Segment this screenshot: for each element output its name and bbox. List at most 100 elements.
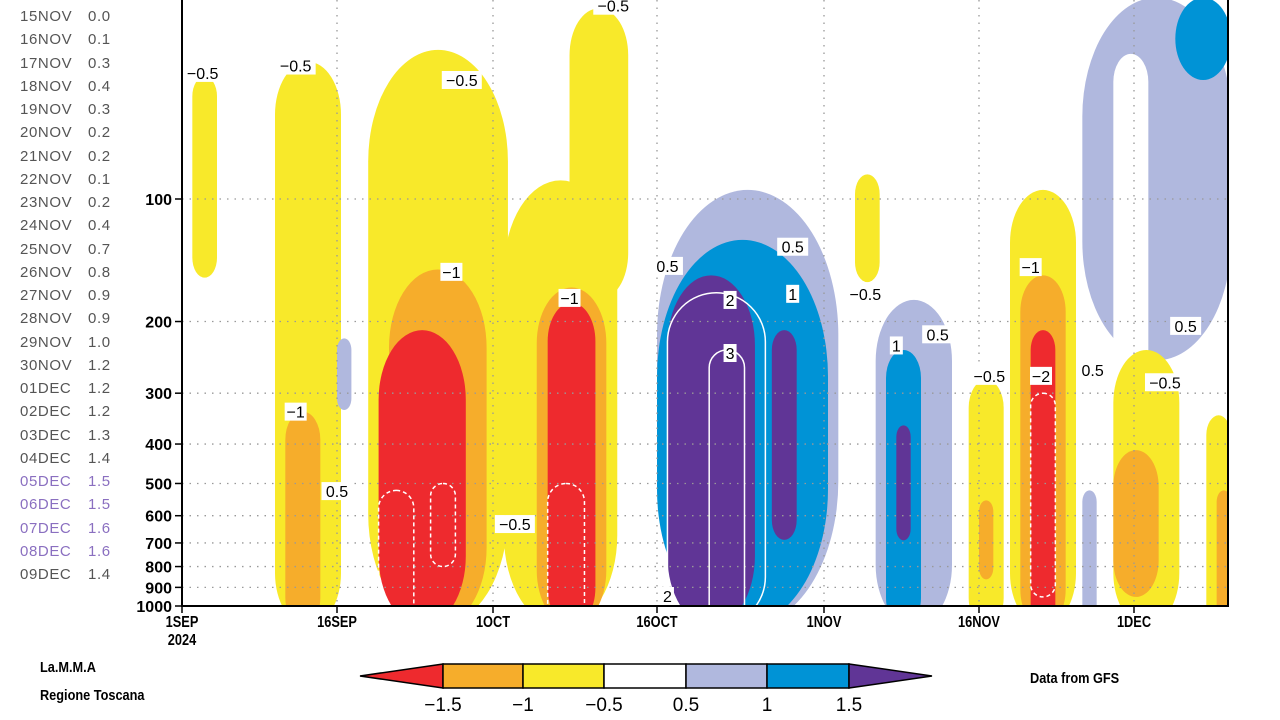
- list-item-value: 0.4: [88, 217, 111, 235]
- contour-label: 1: [892, 338, 901, 355]
- colorbar-segment: [685, 663, 768, 689]
- list-item-date: 04DEC: [20, 449, 72, 467]
- list-item: 22NOV 0.1: [20, 168, 111, 191]
- list-item-date: 28NOV: [20, 310, 73, 328]
- list-item-date: 24NOV: [20, 217, 73, 235]
- list-item-date: 07DEC: [20, 519, 72, 537]
- contour-label-bg: [1019, 258, 1042, 277]
- colorbar-segment: [522, 663, 605, 689]
- contour-label-bg: [440, 262, 463, 281]
- contour-region: [547, 302, 596, 606]
- list-item: 05DEC 1.5: [20, 470, 111, 493]
- contour-region: [771, 330, 797, 540]
- colorbar-label: 1: [762, 695, 773, 716]
- list-item-value: 1.6: [88, 542, 111, 560]
- contour-line: [1029, 392, 1057, 598]
- list-item-value: 1.4: [88, 566, 111, 583]
- list-item-value: 1.2: [88, 403, 111, 421]
- list-item-date: 03DEC: [20, 426, 72, 444]
- list-item-value: 0.2: [88, 147, 111, 165]
- list-item-value: 1.2: [88, 380, 111, 397]
- contour-label: 0.5: [656, 259, 678, 276]
- contour-label: −1: [560, 291, 578, 308]
- list-item: 18NOV 0.4: [20, 75, 111, 98]
- contour-label: 0.5: [326, 484, 348, 501]
- list-item-date: 08DEC: [20, 542, 72, 560]
- contour-label: 0.5: [782, 240, 804, 257]
- contour-label-bg: [889, 336, 903, 355]
- list-item-date: 30NOV: [20, 356, 73, 374]
- colorbar: −1.5 −1 −0.5 0.5 1 1.5: [359, 663, 933, 716]
- list-item: 06DEC 1.5: [20, 493, 111, 516]
- contour-label: 2: [726, 293, 735, 310]
- colorbar-label: 0.5: [673, 695, 699, 716]
- list-item-date: 16NOV: [20, 31, 73, 49]
- colorbar-label: −1.5: [424, 695, 462, 716]
- list-item: 25NOV 0.7: [20, 238, 111, 261]
- contour-label-bg: [651, 256, 683, 275]
- contour-label-bg: [777, 237, 809, 256]
- list-item-value: 1.3: [88, 426, 111, 444]
- colorbar-segment: [848, 663, 933, 689]
- list-item-value: 1.2: [88, 356, 111, 374]
- contour-region: [1113, 450, 1159, 597]
- contour-region: [569, 8, 629, 300]
- contour-label: −0.5: [974, 369, 1006, 386]
- contour-lines: [377, 292, 1057, 606]
- list-item-date: 17NOV: [20, 54, 73, 72]
- contour-label: −0.5: [446, 73, 478, 90]
- list-item-value: 1.5: [88, 473, 111, 490]
- contour-region: [1113, 53, 1149, 445]
- list-item-date: 06DEC: [20, 496, 72, 514]
- list-item-date: 18NOV: [20, 77, 73, 95]
- contour-label-bg: [660, 587, 674, 606]
- list-item-date: 27NOV: [20, 287, 73, 304]
- contour-label-bg: [441, 70, 482, 89]
- list-item: 16NOV 0.1: [20, 28, 111, 51]
- colorbar-segment: [766, 663, 850, 689]
- list-item: 27NOV 0.9: [20, 284, 111, 307]
- list-item-date: 21NOV: [20, 147, 73, 165]
- contour-region: [1175, 0, 1228, 80]
- list-item: 23NOV 0.2: [20, 191, 111, 214]
- contour-label-bg: [969, 366, 1010, 385]
- contour-label-bg: [786, 284, 800, 303]
- list-item: 21NOV 0.2: [20, 145, 111, 168]
- contour-label: 2: [663, 589, 672, 606]
- org-region: Regione Toscana: [40, 686, 145, 703]
- contour-label: 0.5: [927, 327, 949, 344]
- list-item: 28NOV 0.9: [20, 307, 111, 330]
- contour-label-bg: [1030, 366, 1052, 385]
- list-item-value: 0.1: [88, 31, 111, 49]
- contour-region: [192, 76, 217, 278]
- x-tick-label: 1OCT: [476, 614, 510, 632]
- contour-label: −1: [287, 405, 305, 422]
- contour-label: −1: [1022, 260, 1040, 277]
- y-tick-label: 900: [145, 580, 172, 597]
- list-item: 17NOV 0.3: [20, 52, 111, 75]
- colorbar-label: 1.5: [836, 695, 862, 716]
- y-tick-label: 600: [145, 509, 172, 526]
- org-name: La.M.M.A: [40, 658, 96, 675]
- list-item-value: 0.0: [88, 8, 111, 25]
- colorbar-segment: [442, 663, 524, 689]
- list-item-value: 0.1: [88, 170, 111, 188]
- colorbar-label: −0.5: [585, 695, 623, 716]
- contour-label-bg: [558, 288, 581, 307]
- list-item-value: 0.9: [88, 287, 111, 304]
- list-item-date: 22NOV: [20, 170, 73, 188]
- contour-region: [1216, 490, 1228, 606]
- list-item: 19NOV 0.3: [20, 98, 111, 121]
- list-item-date: 09DEC: [20, 566, 72, 583]
- list-item-value: 0.2: [88, 194, 111, 211]
- contour-label-bg: [284, 402, 307, 421]
- x-tick-label: 1NOV: [807, 614, 842, 632]
- contour-label: −0.5: [597, 0, 629, 16]
- y-tick-label: 500: [145, 476, 172, 493]
- plot-frame: [181, 0, 1229, 607]
- contour-label-bg: [723, 290, 737, 309]
- list-item: 08DEC 1.6: [20, 540, 111, 563]
- y-tick-label: 300: [145, 386, 172, 403]
- list-item-date: 23NOV: [20, 194, 73, 211]
